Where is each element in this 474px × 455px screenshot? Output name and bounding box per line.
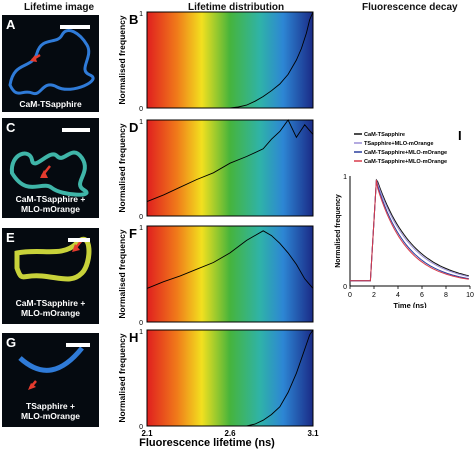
lifetime-distribution-charts: B Normalised frequency 1 0 D Normalised frequ… [110, 0, 320, 450]
panel-letter: G [6, 335, 17, 350]
decay-series-line [350, 178, 469, 282]
cell-outline [18, 346, 84, 390]
header-lifetime-distribution: Lifetime distribution [188, 2, 285, 13]
spectrum-background [147, 330, 313, 426]
legend-label: CaM-TSapphire+MLO-mOrange [364, 159, 447, 165]
y-tick-label: 0 [139, 214, 143, 221]
plot-frame [146, 119, 314, 217]
y-axis-label: Normalised frequency [117, 123, 127, 213]
panel-letter: I [458, 128, 462, 143]
scale-bar [66, 343, 90, 347]
y-tick-label: 1 [139, 329, 143, 336]
micrograph-c: C CaM-TSapphire + MLO-mOrange [2, 118, 99, 218]
x-axis-label: Time (ns) [393, 301, 427, 308]
x-tick-label: 2.6 [224, 429, 236, 438]
panel-letter: B [129, 12, 138, 27]
panel-letter: D [129, 120, 138, 135]
micrograph-a: A CaM-TSapphire [2, 15, 99, 112]
x-tick-label: 2 [372, 292, 376, 299]
x-tick-label: 2.1 [141, 429, 153, 438]
decay-chart: I Normalised frequency Time (ns) 0 2 4 6 8 10 1 0 C… [330, 128, 474, 310]
cell-outline [8, 29, 95, 96]
y-tick-label: 1 [139, 11, 143, 18]
micrograph-e: E CaM-TSapphire + MLO-mOrange [2, 228, 99, 324]
image-label: CaM-TSapphire + MLO-mOrange [15, 194, 86, 214]
spectrum-background [147, 120, 313, 216]
plot-frame [146, 225, 314, 323]
y-axis-label: Normalised frequency [335, 194, 342, 268]
x-tick-label: 8 [444, 292, 448, 299]
x-tick-label: 0 [348, 292, 352, 299]
micrograph-g: G TSapphire + MLO-mOrange [2, 333, 99, 427]
image-label: TSapphire + MLO-mOrange [20, 401, 81, 421]
y-axis-label: Normalised frequency [117, 333, 127, 423]
y-tick-label: 0 [139, 320, 143, 327]
image-label: CaM-TSapphire [19, 99, 82, 109]
x-ticks: 2.1 2.6 3.1 [141, 429, 319, 438]
scale-bar [62, 128, 90, 132]
panel-letter: H [129, 330, 138, 345]
x-tick-label: 4 [396, 292, 400, 299]
x-tick-label: 10 [466, 292, 474, 299]
panel-letter: C [6, 120, 16, 135]
x-axis-label: Fluorescence lifetime (ns) [139, 437, 275, 449]
legend-label: TSapphire+MLO-mOrange [364, 141, 433, 147]
series-line [146, 230, 314, 289]
y-tick-label: 1 [343, 174, 347, 181]
scale-bar [68, 238, 90, 242]
x-tick-label: 6 [420, 292, 424, 299]
panel-letter: A [6, 17, 16, 32]
spectrum-background [147, 226, 313, 322]
x-tick-label: 3.1 [307, 429, 319, 438]
y-tick-label: 1 [139, 225, 143, 232]
series-line [146, 119, 314, 203]
y-tick-label: 0 [139, 106, 143, 113]
header-lifetime-image: Lifetime image [24, 2, 95, 13]
plot-frame [146, 329, 314, 427]
image-label: CaM-TSapphire + MLO-mOrange [15, 298, 86, 318]
cell-outline [9, 150, 89, 197]
y-tick-label: 0 [139, 424, 143, 431]
decay-series-line [350, 179, 469, 282]
y-axis-label: Normalised frequency [117, 15, 127, 105]
y-tick-label: 1 [139, 119, 143, 126]
y-tick-label: 0 [343, 284, 347, 291]
series-line [229, 11, 314, 109]
decay-series-line [350, 179, 469, 282]
header-fluorescence-decay: Fluorescence decay [362, 2, 458, 13]
panel-letter: E [6, 230, 15, 245]
decay-series-line [350, 179, 469, 282]
legend-label: CaM-TSapphire [364, 132, 405, 138]
legend-label: CaM-TSapphire+MLO-mOrange [364, 150, 447, 156]
scale-bar [60, 25, 90, 29]
series-line [246, 329, 314, 427]
panel-letter: F [129, 226, 137, 241]
spectrum-background [147, 12, 313, 108]
y-axis-label: Normalised frequency [117, 229, 127, 319]
